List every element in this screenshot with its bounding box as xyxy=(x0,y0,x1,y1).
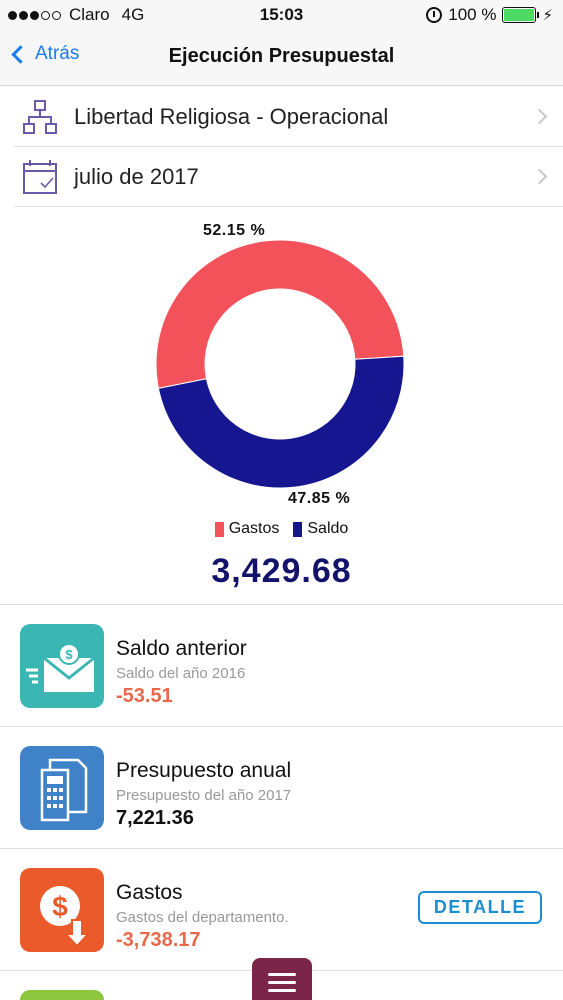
gastos-percent-label: 52.15 % xyxy=(203,222,266,239)
list-item-gastos[interactable]: $ Gastos Gastos del departamento. -3,738… xyxy=(0,849,563,971)
chevron-right-icon xyxy=(531,168,548,185)
next-item-icon xyxy=(20,990,104,1000)
department-label: Libertad Religiosa - Operacional xyxy=(74,103,389,129)
status-left: Claro 4G xyxy=(8,5,144,25)
donut-slice-saldo xyxy=(157,355,405,489)
item-subtitle: Saldo del año 2016 xyxy=(116,665,246,682)
calendar-icon xyxy=(23,159,57,194)
item-title: Presupuesto anual xyxy=(116,759,292,782)
expense-dollar-icon: $ xyxy=(20,868,104,952)
legend-item-gastos: Gastos xyxy=(214,520,280,538)
status-right: 100 % ⚡ xyxy=(426,5,553,25)
svg-text:$: $ xyxy=(65,647,73,662)
item-subtitle: Presupuesto del año 2017 xyxy=(116,787,292,804)
budget-document-icon xyxy=(20,746,104,830)
item-title: Saldo anterior xyxy=(116,637,247,660)
detail-button[interactable]: DETALLE xyxy=(418,891,542,924)
legend-label-saldo: Saldo xyxy=(307,520,349,537)
item-title: Gastos xyxy=(116,881,183,904)
budget-chart: 52.15 % 47.85 % Gastos Saldo 3,429.68 xyxy=(0,208,563,605)
item-value: -3,738.17 xyxy=(116,929,201,951)
legend-swatch-gastos xyxy=(214,521,224,537)
page-title: Ejecución Presupuestal xyxy=(168,45,395,67)
network-type: 4G xyxy=(121,5,145,24)
hamburger-menu-icon[interactable] xyxy=(252,958,312,1000)
list-item-presupuesto-anual[interactable]: Presupuesto anual Presupuesto del año 20… xyxy=(0,727,563,849)
battery-percent: 100 % xyxy=(448,5,497,24)
navigation-bar: Atrás Ejecución Presupuestal xyxy=(0,30,563,86)
org-chart-icon xyxy=(23,99,57,134)
battery-icon xyxy=(502,7,540,23)
total-balance: 3,429.68 xyxy=(211,552,352,590)
item-value: -53.51 xyxy=(116,685,173,707)
chart-legend: Gastos Saldo xyxy=(0,520,563,538)
status-time: 15:03 xyxy=(259,5,304,24)
period-selector[interactable]: julio de 2017 xyxy=(14,147,563,207)
legend-item-saldo: Saldo xyxy=(293,520,348,538)
legend-label-gastos: Gastos xyxy=(228,520,280,537)
list-item-saldo-anterior[interactable]: $ Saldo anterior Saldo del año 2016 -53.… xyxy=(0,605,563,727)
item-value: 7,221.36 xyxy=(116,807,194,829)
department-selector[interactable]: Libertad Religiosa - Operacional xyxy=(14,87,563,147)
item-subtitle: Gastos del departamento. xyxy=(116,909,289,926)
carrier-name: Claro xyxy=(69,5,110,24)
alarm-icon xyxy=(426,7,443,23)
signal-strength-icon xyxy=(8,10,61,20)
money-envelope-icon: $ xyxy=(20,624,104,708)
chevron-right-icon xyxy=(531,108,548,125)
battery-fill xyxy=(504,9,535,21)
svg-text:$: $ xyxy=(52,891,68,922)
status-bar: Claro 4G 15:03 100 % ⚡ xyxy=(0,0,563,30)
donut-chart xyxy=(155,239,405,489)
legend-swatch-saldo xyxy=(293,521,303,537)
back-button[interactable]: Atrás xyxy=(8,43,79,65)
saldo-percent-label: 47.85 % xyxy=(288,490,351,507)
period-label: julio de 2017 xyxy=(74,163,199,189)
donut-slice-gastos xyxy=(155,239,405,389)
charging-icon: ⚡ xyxy=(542,7,553,24)
back-label: Atrás xyxy=(35,43,80,64)
